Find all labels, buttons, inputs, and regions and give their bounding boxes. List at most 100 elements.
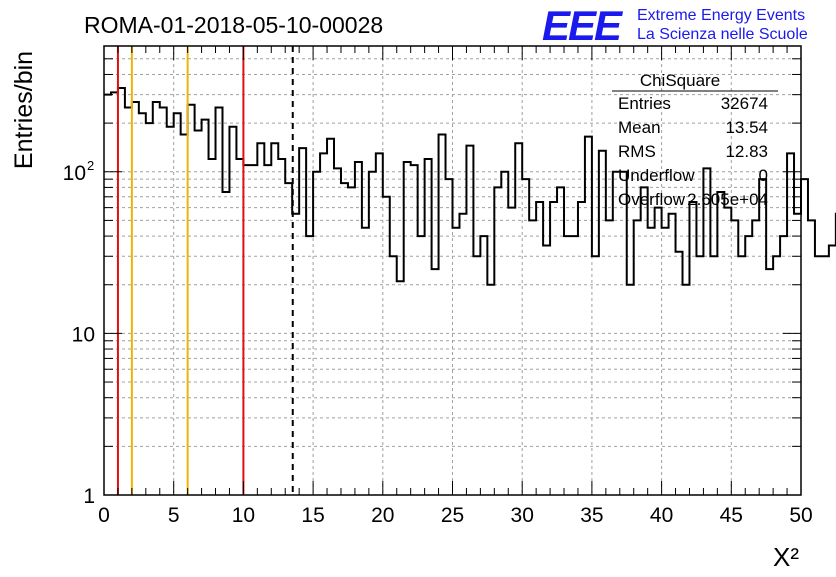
logo-line-2: La Scienza nelle Scuole [637, 26, 808, 43]
x-tick-label: 50 [789, 504, 812, 527]
histogram-bin [167, 127, 174, 495]
histogram-bin [648, 228, 655, 495]
histogram-bin [724, 208, 731, 495]
stats-title: ChiSquare [640, 71, 720, 90]
histogram-bin [710, 256, 717, 495]
x-axis-label: X² [773, 542, 799, 572]
histogram-bin [236, 159, 243, 495]
histogram-bin [411, 165, 418, 495]
stats-row-label: Overflow [618, 190, 686, 209]
histogram-bin [745, 236, 752, 495]
histogram-bin [174, 113, 181, 495]
x-tick-label: 35 [580, 504, 603, 527]
histogram-bin [689, 202, 696, 495]
eee-logo: EEE [542, 2, 624, 49]
histogram-bin [341, 183, 348, 495]
histogram-bin [592, 256, 599, 495]
histogram-bin [118, 88, 125, 495]
histogram-bin [390, 256, 397, 495]
histogram-bin [250, 165, 257, 495]
chart-title: ROMA-01-2018-05-10-00028 [84, 12, 383, 38]
histogram-bin [696, 256, 703, 495]
histogram-bin [676, 252, 683, 495]
histogram-bin [536, 202, 543, 495]
x-tick-label: 45 [720, 504, 743, 527]
histogram-bin [397, 281, 404, 495]
histogram-bin [787, 153, 794, 495]
stats-row-value: 0 [759, 166, 768, 185]
histogram-bin [257, 143, 264, 495]
histogram-bin [453, 228, 460, 495]
histogram-bin [773, 256, 780, 495]
histogram-bin [829, 245, 836, 495]
histogram-bin [683, 285, 690, 495]
histogram-bin [425, 159, 432, 495]
histogram-bin [578, 202, 585, 495]
histogram-bin [299, 148, 306, 495]
stats-row-value: 2.605e+04 [687, 190, 768, 209]
histogram-bin [599, 151, 606, 495]
histogram-bin [285, 183, 292, 495]
histogram-bin [222, 192, 229, 495]
histogram-bin [808, 220, 815, 495]
histogram-bin [160, 107, 167, 495]
y-tick-label: 10 [72, 323, 95, 346]
stats-row-value: 32674 [721, 94, 768, 113]
logo-line-1: Extreme Energy Events [637, 7, 805, 24]
histogram-bin [188, 105, 195, 495]
histogram-bin [278, 159, 285, 495]
histogram-bin [515, 143, 522, 495]
histogram-bin [487, 285, 494, 495]
histogram-bin [780, 236, 787, 495]
histogram-bin [383, 197, 390, 495]
histogram-bin [355, 162, 362, 495]
x-tick-label: 40 [650, 504, 673, 527]
histogram-bin [480, 236, 487, 495]
histogram-bin [446, 179, 453, 495]
histogram-bin [473, 256, 480, 495]
histogram-bin [264, 165, 271, 495]
histogram-bin [153, 102, 160, 495]
histogram-bin [243, 165, 250, 495]
histogram-bin [508, 208, 515, 495]
histogram-bin [752, 220, 759, 495]
y-tick-label: 1 [83, 485, 95, 508]
histogram-bin [759, 179, 766, 495]
x-tick-label: 25 [441, 504, 464, 527]
histogram-bin [627, 285, 634, 495]
x-tick-label: 5 [168, 504, 180, 527]
histogram-bin [327, 139, 334, 495]
histogram-bin [822, 256, 829, 495]
x-tick-label: 30 [511, 504, 534, 527]
histogram-bin [522, 179, 529, 495]
x-tick-label: 20 [371, 504, 394, 527]
histogram-bin [104, 95, 111, 495]
stats-row-label: Entries [618, 94, 671, 113]
histogram-bin [655, 208, 662, 495]
histogram-bin [181, 135, 188, 495]
histogram-bin [564, 236, 571, 495]
histogram-bin [585, 137, 592, 495]
histogram-bin [543, 245, 550, 495]
histogram-bin [404, 162, 411, 495]
histogram-bin [271, 143, 278, 495]
stats-row-value: 12.83 [725, 142, 768, 161]
histogram-bin [550, 202, 557, 495]
histogram-bin [815, 256, 822, 495]
stats-row-value: 13.54 [725, 118, 768, 137]
histogram-bin [466, 146, 473, 495]
y-tick-label: 10 [63, 162, 86, 185]
x-tick-label: 15 [301, 504, 324, 527]
histogram-bin [209, 159, 216, 495]
stats-row-label: Underflow [618, 166, 695, 185]
histogram-bin [202, 120, 209, 495]
stats-row-label: RMS [618, 142, 656, 161]
histogram-bin [229, 127, 236, 495]
histogram-bin [125, 107, 132, 495]
histogram-bin [132, 102, 139, 495]
histogram-bin [439, 135, 446, 495]
